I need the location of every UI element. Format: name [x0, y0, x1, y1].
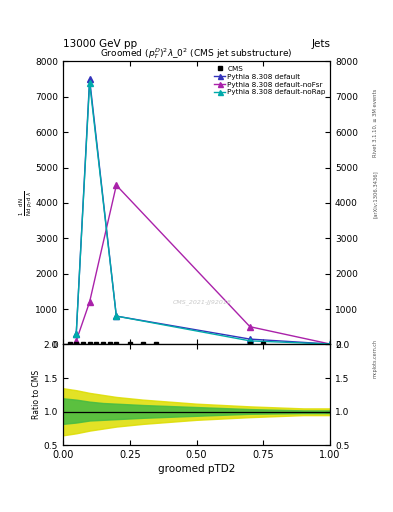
Pythia 8.308 default-noRap: [114, 313, 119, 319]
CMS: [154, 341, 159, 347]
CMS: [81, 341, 85, 347]
Text: CMS_2021-JJ92018: CMS_2021-JJ92018: [173, 299, 231, 305]
Pythia 8.308 default-noFsr: [74, 338, 79, 344]
Pythia 8.308 default: [328, 341, 332, 347]
CMS: [94, 341, 99, 347]
Pythia 8.308 default-noRap: [87, 79, 92, 86]
CMS: [67, 341, 72, 347]
Pythia 8.308 default-noFsr: [328, 341, 332, 347]
Line: Pythia 8.308 default-noRap: Pythia 8.308 default-noRap: [73, 80, 333, 347]
CMS: [248, 341, 252, 347]
Line: CMS: CMS: [68, 342, 265, 347]
Pythia 8.308 default-noRap: [248, 338, 252, 344]
Pythia 8.308 default: [87, 76, 92, 82]
Pythia 8.308 default: [74, 331, 79, 337]
CMS: [114, 341, 119, 347]
Y-axis label: Ratio to CMS: Ratio to CMS: [32, 370, 41, 419]
Pythia 8.308 default-noFsr: [87, 299, 92, 305]
Pythia 8.308 default: [114, 313, 119, 319]
CMS: [87, 341, 92, 347]
Pythia 8.308 default-noFsr: [248, 324, 252, 330]
CMS: [261, 342, 266, 348]
Legend: CMS, Pythia 8.308 default, Pythia 8.308 default-noFsr, Pythia 8.308 default-noRa: CMS, Pythia 8.308 default, Pythia 8.308 …: [211, 63, 329, 98]
CMS: [107, 341, 112, 347]
Text: mcplots.cern.ch: mcplots.cern.ch: [373, 339, 378, 378]
Pythia 8.308 default: [248, 336, 252, 342]
CMS: [141, 341, 145, 347]
CMS: [127, 341, 132, 347]
Text: 13000 GeV pp: 13000 GeV pp: [63, 38, 137, 49]
Text: Jets: Jets: [311, 38, 330, 49]
CMS: [101, 341, 105, 347]
Pythia 8.308 default-noFsr: [114, 182, 119, 188]
Line: Pythia 8.308 default: Pythia 8.308 default: [73, 76, 333, 347]
Y-axis label: $\frac{1}{\mathrm{N}} \frac{\mathrm{d}\mathrm{N}}{\mathrm{d}\,p_T\,\mathrm{d}\,\: $\frac{1}{\mathrm{N}} \frac{\mathrm{d}\m…: [17, 190, 34, 216]
Text: [arXiv:1306.3436]: [arXiv:1306.3436]: [373, 170, 378, 219]
Pythia 8.308 default-noRap: [74, 331, 79, 337]
Title: Groomed $(p_T^D)^2\lambda\_0^2$ (CMS jet substructure): Groomed $(p_T^D)^2\lambda\_0^2$ (CMS jet…: [100, 47, 293, 61]
Line: Pythia 8.308 default-noFsr: Pythia 8.308 default-noFsr: [73, 182, 333, 347]
Text: Rivet 3.1.10, ≥ 3M events: Rivet 3.1.10, ≥ 3M events: [373, 89, 378, 157]
Pythia 8.308 default-noRap: [328, 341, 332, 347]
CMS: [74, 341, 79, 347]
X-axis label: groomed pTD2: groomed pTD2: [158, 464, 235, 475]
